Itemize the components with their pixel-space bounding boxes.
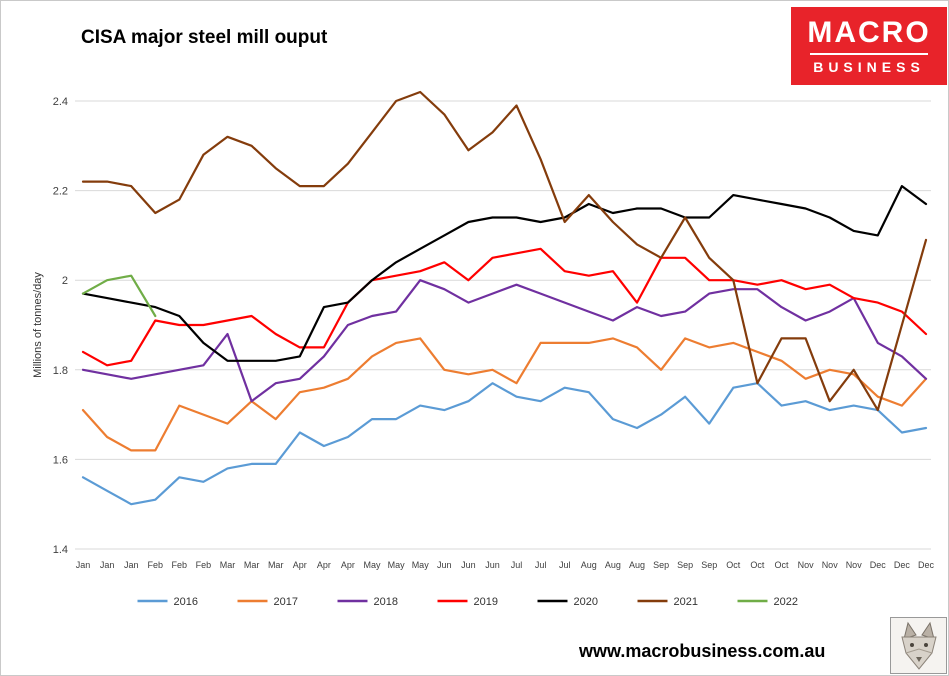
x-tick-label: Mar — [268, 560, 284, 570]
series-line-2020 — [81, 185, 928, 362]
logo-divider — [810, 52, 928, 55]
page-title: CISA major steel mill ouput — [81, 27, 328, 48]
series-line-2017 — [81, 337, 928, 452]
x-tick-label: Feb — [196, 560, 212, 570]
x-tick-label: Jun — [485, 560, 500, 570]
line-chart: 1.4 1.6 1.8 2 2.2 2.4 Jan Jan Jan Feb Feb Feb Mar Mar… — [32, 90, 935, 608]
x-tick-label: Apr — [341, 560, 355, 570]
series-line-2022 — [81, 274, 157, 318]
x-tick-label: Aug — [605, 560, 621, 570]
x-tick-label: Mar — [220, 560, 236, 570]
legend-label-2020: 2020 — [574, 596, 598, 608]
x-tick-label: Jun — [461, 560, 476, 570]
x-tick-label: Dec — [870, 560, 887, 570]
x-tick-label: Jan — [76, 560, 91, 570]
wolf-logo — [890, 617, 947, 674]
x-tick-label: Apr — [317, 560, 331, 570]
x-tick-label: Apr — [293, 560, 307, 570]
y-axis-label: Millions of tonnes/day — [32, 272, 44, 378]
x-tick-label: Jan — [124, 560, 139, 570]
y-tick-label: 1.6 — [53, 454, 68, 466]
legend-label-2022: 2022 — [774, 596, 798, 608]
x-tick-label: Oct — [774, 560, 789, 570]
x-tick-label: Sep — [701, 560, 717, 570]
x-tick-label: Aug — [629, 560, 645, 570]
x-tick-label: Aug — [581, 560, 597, 570]
legend-label-2016: 2016 — [174, 596, 198, 608]
x-tick-label: Oct — [750, 560, 765, 570]
legend-label-2021: 2021 — [674, 596, 698, 608]
logo-text-macro: MACRO — [807, 15, 931, 49]
y-tick-label: 2.4 — [53, 96, 68, 108]
x-tick-label: Sep — [653, 560, 669, 570]
x-tick-label: Jul — [559, 560, 571, 570]
y-tick-label: 1.4 — [53, 544, 68, 556]
macrobusiness-logo: MACRO BUSINESS — [791, 7, 947, 85]
footer-url: www.macrobusiness.com.au — [579, 641, 826, 661]
wolf-logo-image — [900, 621, 937, 670]
series-line-2021 — [81, 90, 928, 412]
x-tick-label: Dec — [918, 560, 935, 570]
x-tick-label: Oct — [726, 560, 741, 570]
y-tick-label: 2.2 — [53, 186, 68, 198]
series-line-2018 — [81, 279, 928, 403]
series-line-2019 — [81, 247, 928, 367]
x-tick-label: Jan — [100, 560, 115, 570]
legend-label-2017: 2017 — [274, 596, 298, 608]
x-tick-label: May — [363, 560, 381, 570]
x-tick-label: Sep — [677, 560, 693, 570]
x-tick-label: Mar — [244, 560, 260, 570]
x-tick-label: Nov — [798, 560, 815, 570]
x-tick-label: Nov — [822, 560, 839, 570]
y-tick-label: 1.8 — [53, 365, 68, 377]
x-tick-label: Nov — [846, 560, 863, 570]
x-tick-label: Dec — [894, 560, 911, 570]
x-tick-label: May — [388, 560, 406, 570]
x-tick-label: Jul — [535, 560, 547, 570]
logo-text-business: BUSINESS — [813, 58, 925, 75]
x-tick-label: May — [412, 560, 430, 570]
series-line-2016 — [81, 382, 928, 506]
legend-label-2018: 2018 — [374, 596, 398, 608]
legend-label-2019: 2019 — [474, 596, 498, 608]
x-tick-label: Feb — [148, 560, 164, 570]
x-tick-label: Jul — [511, 560, 523, 570]
y-tick-label: 2 — [62, 275, 68, 287]
x-tick-label: Feb — [172, 560, 188, 570]
x-tick-label: Jun — [437, 560, 452, 570]
